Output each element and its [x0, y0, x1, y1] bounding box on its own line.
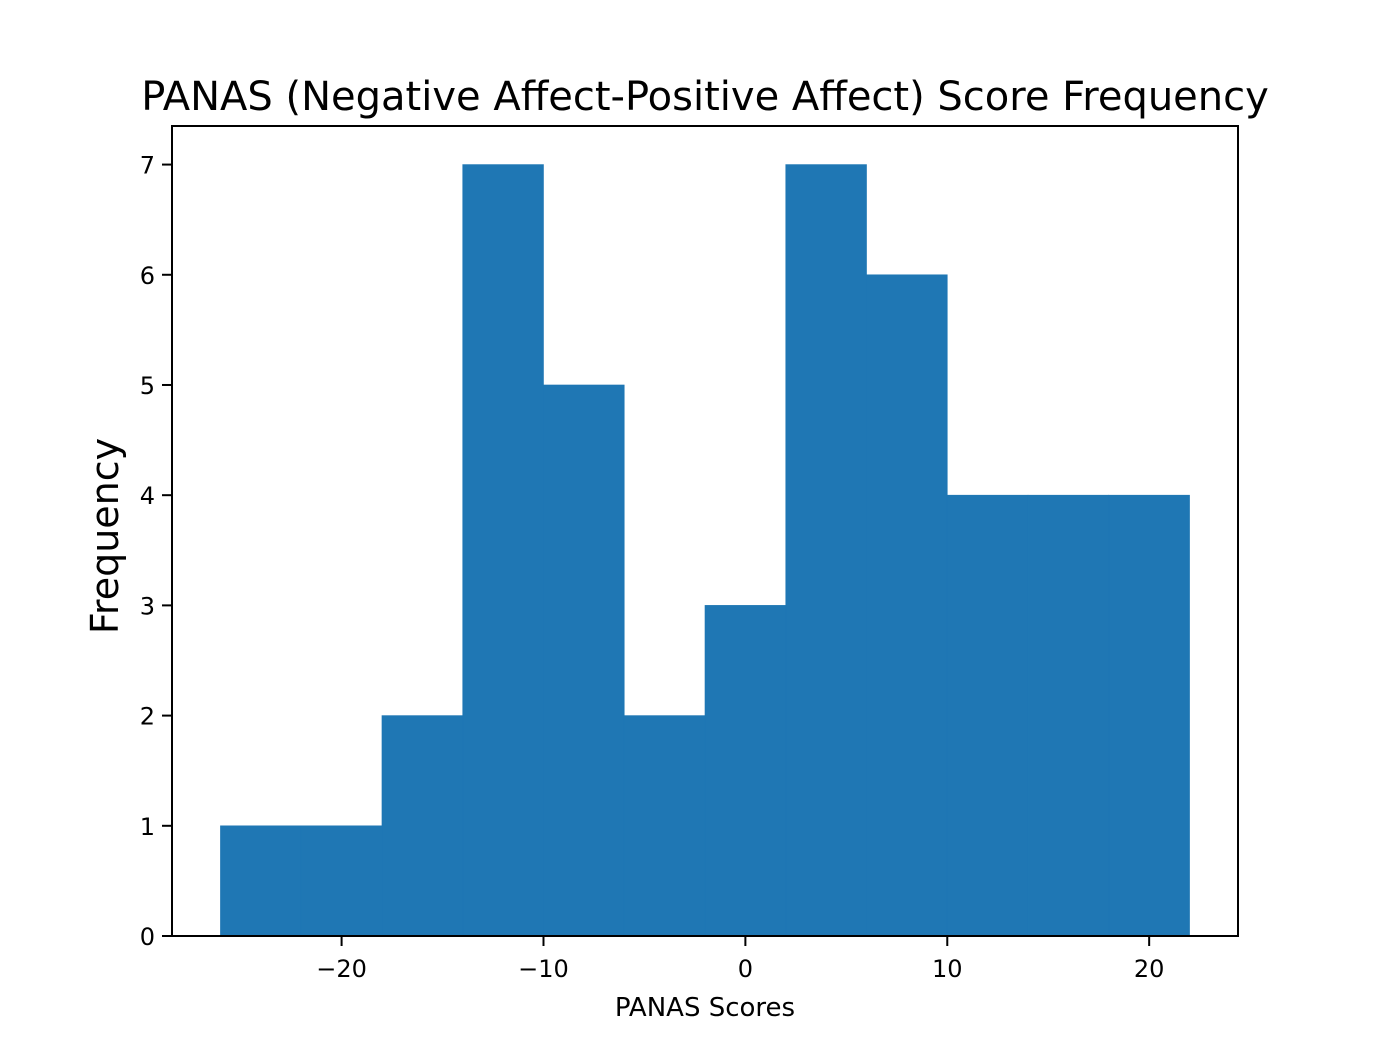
axes-frame [171, 125, 1239, 937]
x-tick-label: 10 [932, 955, 963, 983]
bars-group [220, 164, 1190, 937]
histogram-bar [1108, 494, 1190, 937]
x-tick-label: −10 [518, 955, 569, 983]
y-axis-ticks: 0 1 2 3 4 5 6 7 [140, 152, 172, 951]
histogram-bar [623, 715, 706, 937]
y-tick-label: 4 [140, 482, 155, 510]
histogram-bar [866, 274, 948, 937]
histogram-bar [704, 605, 787, 937]
y-tick-label: 5 [140, 372, 155, 400]
y-tick-label: 2 [140, 703, 155, 731]
histogram-bar [785, 164, 867, 937]
y-axis-label: Frequency [83, 438, 127, 634]
histogram-bar [220, 825, 302, 937]
y-tick-label: 3 [140, 592, 155, 620]
histogram-bar [1027, 494, 1110, 937]
y-tick-label: 1 [140, 813, 155, 841]
histogram-bar [543, 384, 625, 937]
y-tick-label: 6 [140, 262, 155, 290]
histogram-bar [462, 164, 544, 937]
histogram-bar [381, 715, 464, 937]
y-tick-label: 7 [140, 152, 155, 180]
x-axis-label: PANAS Scores [615, 993, 795, 1023]
x-axis-ticks: −20 −10 0 10 20 [316, 936, 1164, 983]
histogram-bar [946, 494, 1029, 937]
y-tick-label: 0 [140, 923, 155, 951]
x-tick-label: −20 [316, 955, 367, 983]
x-tick-label: 20 [1134, 955, 1165, 983]
chart-title: PANAS (Negative Affect-Positive Affect) … [141, 74, 1269, 120]
x-tick-label: 0 [738, 955, 753, 983]
histogram-bar [300, 825, 383, 937]
